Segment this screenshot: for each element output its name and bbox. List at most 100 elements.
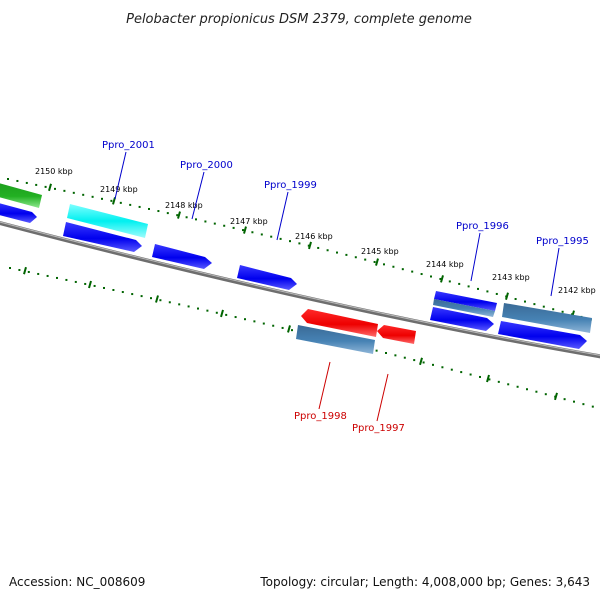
minor-tick <box>403 356 406 359</box>
kbp-tick-label: 2145 kbp <box>361 247 399 256</box>
minor-tick <box>535 390 538 393</box>
minor-tick <box>206 309 209 312</box>
minor-tick <box>432 363 434 366</box>
minor-tick <box>187 305 190 308</box>
gene-arrow-green[interactable] <box>0 182 42 208</box>
kbp-tick-label: 2146 kbp <box>295 232 333 241</box>
outer-tick-ring <box>7 178 592 321</box>
minor-tick <box>251 231 254 234</box>
major-tick <box>505 292 509 300</box>
gene-arrow-blue[interactable] <box>0 202 37 223</box>
minor-tick <box>289 240 291 243</box>
minor-tick <box>411 270 414 273</box>
major-tick <box>177 211 181 219</box>
gene-arrow-red[interactable] <box>377 325 416 344</box>
minor-tick <box>561 310 564 313</box>
minor-tick <box>516 385 519 388</box>
kbp-tick-label: 2144 kbp <box>426 260 464 269</box>
minor-tick <box>526 388 528 391</box>
minor-tick <box>383 263 385 266</box>
major-tick <box>48 183 52 192</box>
minor-tick <box>413 359 416 362</box>
kbp-tick-label: 2149 kbp <box>100 185 138 194</box>
minor-tick <box>185 216 188 219</box>
minor-tick <box>195 218 197 221</box>
gene-arrow-blue[interactable] <box>434 291 497 311</box>
minor-tick <box>291 329 293 332</box>
major-tick <box>375 258 379 266</box>
gene-arrow-cyan[interactable] <box>67 204 148 238</box>
minor-tick <box>46 274 49 277</box>
minor-tick <box>507 383 510 386</box>
minor-tick <box>232 226 235 229</box>
minor-tick <box>336 251 338 254</box>
gene-arrow-steelblue[interactable] <box>296 325 375 354</box>
minor-tick <box>16 179 19 182</box>
gene-arrow-blue[interactable] <box>498 321 587 349</box>
minor-tick <box>467 285 470 288</box>
minor-tick <box>375 349 378 352</box>
gene-label-leader-line <box>276 191 289 241</box>
major-tick <box>243 226 247 234</box>
major-tick <box>486 374 490 383</box>
minor-tick <box>35 183 38 186</box>
minor-tick <box>270 235 273 238</box>
minor-tick <box>260 233 263 236</box>
minor-tick <box>168 301 171 304</box>
gene-label[interactable]: Ppro_1997 <box>352 423 405 434</box>
gene-label-leader-line <box>114 151 127 200</box>
minor-tick <box>93 284 96 287</box>
gene-label[interactable]: Ppro_1999 <box>264 180 317 191</box>
minor-tick <box>542 305 545 308</box>
gene-arrow-blue[interactable] <box>430 307 494 331</box>
forward-strand-genes <box>0 182 592 349</box>
minor-tick <box>544 393 547 396</box>
gene-label[interactable]: Ppro_1998 <box>294 411 347 422</box>
minor-tick <box>110 199 113 202</box>
minor-tick <box>159 299 162 302</box>
minor-tick <box>63 189 66 192</box>
gene-arrow-blue[interactable] <box>152 244 212 269</box>
minor-tick <box>7 178 9 180</box>
minor-tick <box>176 214 179 217</box>
minor-tick <box>373 260 376 263</box>
gene-label[interactable]: Ppro_2000 <box>180 160 233 171</box>
gene-label[interactable]: Ppro_2001 <box>102 140 155 151</box>
minor-tick <box>401 268 404 271</box>
minor-tick <box>74 280 77 283</box>
minor-tick <box>533 303 536 306</box>
major-tick <box>308 241 312 250</box>
minor-tick <box>56 276 58 279</box>
minor-tick <box>392 265 395 268</box>
minor-tick <box>591 405 594 408</box>
minor-tick <box>486 290 489 293</box>
gene-arrow-steelblue[interactable] <box>433 299 495 317</box>
gene-arrow-blue[interactable] <box>237 265 297 290</box>
minor-tick <box>234 316 237 319</box>
minor-tick <box>166 212 169 215</box>
minor-tick <box>37 272 40 275</box>
major-tick <box>419 357 423 366</box>
kbp-tick-label: 2142 kbp <box>558 286 596 295</box>
minor-tick <box>223 224 226 227</box>
gene-arrow-steelblue[interactable] <box>502 303 592 333</box>
gene-arrow-red[interactable] <box>301 309 378 337</box>
minor-tick <box>458 282 461 285</box>
minor-tick <box>422 361 425 364</box>
gene-label-leader-line <box>376 373 389 422</box>
minor-tick <box>317 246 320 249</box>
gene-arrow-blue[interactable] <box>63 222 142 252</box>
minor-tick <box>25 181 28 184</box>
minor-tick <box>573 400 575 403</box>
minor-tick <box>420 273 423 276</box>
map-title: Pelobacter propionicus DSM 2379, complet… <box>126 12 472 27</box>
minor-tick <box>272 324 275 327</box>
gene-label[interactable]: Ppro_1995 <box>536 236 589 247</box>
minor-tick <box>82 193 85 196</box>
gene-label[interactable]: Ppro_1996 <box>456 221 509 232</box>
minor-tick <box>441 366 444 369</box>
minor-tick <box>27 270 30 273</box>
major-tick <box>88 280 92 289</box>
minor-tick <box>552 308 555 311</box>
minor-tick <box>307 244 310 247</box>
